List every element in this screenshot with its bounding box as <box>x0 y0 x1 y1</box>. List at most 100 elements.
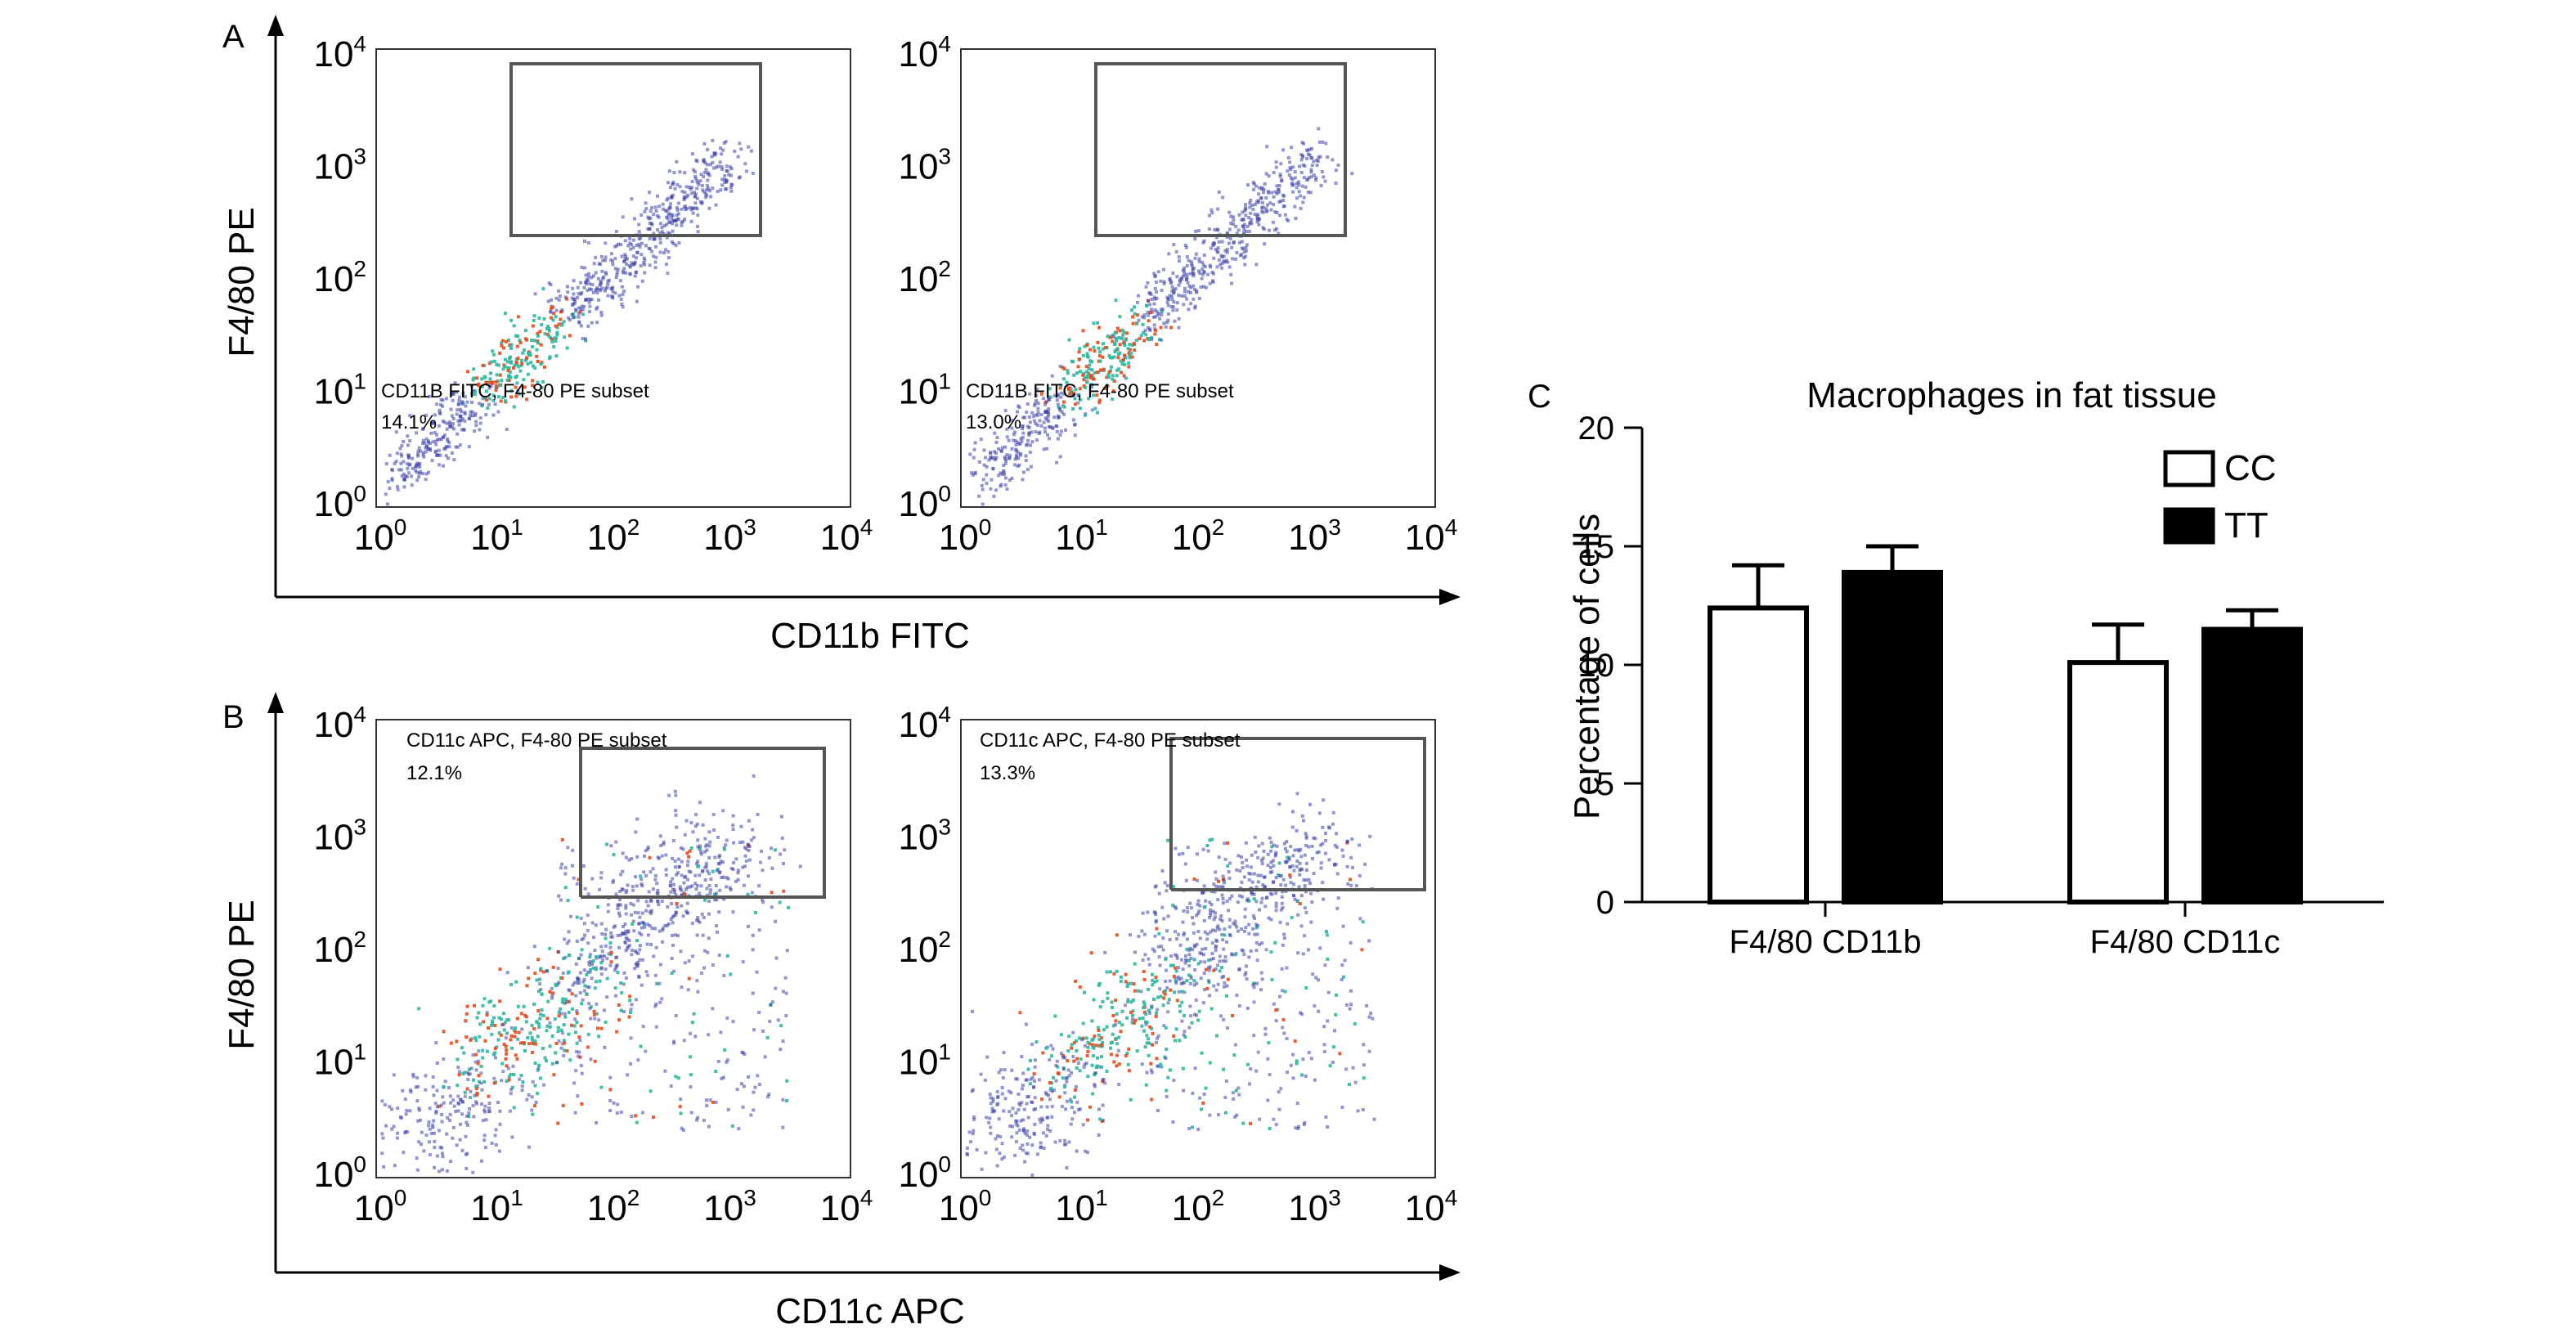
event-dot <box>1164 989 1168 993</box>
event-dot <box>1062 412 1066 416</box>
event-dot <box>1112 379 1116 383</box>
event-dot <box>514 361 518 365</box>
event-dot <box>1200 272 1205 276</box>
event-dot <box>563 1048 567 1053</box>
event-dot <box>1151 983 1155 987</box>
event-dot <box>560 323 564 327</box>
event-dot <box>729 867 734 870</box>
event-dot <box>747 845 752 848</box>
event-dot <box>577 1035 581 1039</box>
event-dot <box>1152 302 1156 306</box>
event-dot <box>1090 368 1094 372</box>
event-dot <box>518 341 523 345</box>
event-dot <box>553 336 557 340</box>
event-dot <box>1250 204 1254 207</box>
event-dot <box>1292 882 1296 886</box>
event-dot <box>648 221 652 225</box>
event-dot <box>494 1128 498 1132</box>
event-dot <box>548 355 552 359</box>
event-dot <box>485 1011 489 1015</box>
event-dot <box>416 1119 420 1123</box>
event-dot <box>1144 1083 1148 1087</box>
event-dot <box>1220 240 1224 244</box>
event-dot <box>1178 1004 1182 1008</box>
x-tick-label: 104 <box>820 514 873 558</box>
event-dot <box>1288 160 1292 164</box>
event-dot <box>1259 873 1263 877</box>
event-dot <box>1133 950 1137 954</box>
event-dot <box>747 819 751 823</box>
event-dot <box>1203 960 1207 964</box>
event-dot <box>1304 985 1308 990</box>
event-dot <box>566 899 570 902</box>
event-dot <box>490 1019 494 1023</box>
event-dot <box>1237 894 1241 898</box>
event-dot <box>583 266 587 270</box>
event-dot <box>1252 1000 1256 1004</box>
event-dot <box>462 428 466 432</box>
event-dot <box>1187 307 1191 312</box>
event-dot <box>505 1048 509 1053</box>
event-dot <box>613 291 617 295</box>
event-dot <box>1046 1124 1050 1128</box>
event-dot <box>779 852 783 856</box>
event-dot <box>1349 883 1353 887</box>
event-dot <box>743 162 747 166</box>
event-dot <box>1165 300 1169 304</box>
event-dot <box>778 900 782 904</box>
event-dot <box>1148 328 1152 332</box>
event-dot <box>1033 403 1037 407</box>
event-dot <box>1300 1073 1304 1077</box>
event-dot <box>648 191 652 195</box>
event-dot <box>446 437 450 441</box>
event-dot <box>720 177 724 182</box>
event-dot <box>599 922 604 926</box>
event-dot <box>1260 859 1263 862</box>
event-dot <box>633 217 636 221</box>
event-dot <box>1145 1041 1149 1045</box>
event-dot <box>1131 321 1135 325</box>
event-dot <box>977 460 981 464</box>
event-dot <box>1155 927 1159 931</box>
event-dot <box>1078 985 1082 989</box>
event-dot <box>1295 828 1299 833</box>
event-dot <box>1254 1069 1259 1073</box>
event-dot <box>580 937 584 941</box>
event-dot <box>563 866 568 870</box>
event-dot <box>1301 155 1304 159</box>
event-dot <box>644 970 648 974</box>
event-dot <box>1052 415 1057 420</box>
event-dot <box>1241 895 1244 899</box>
event-dot <box>1129 1000 1133 1004</box>
event-dot <box>472 1078 475 1082</box>
event-dot <box>571 864 574 868</box>
event-dot <box>1310 146 1313 150</box>
event-dot <box>676 857 680 861</box>
event-dot <box>1212 882 1216 886</box>
event-dot <box>590 976 594 981</box>
event-dot <box>424 413 429 417</box>
event-dot <box>1097 346 1101 350</box>
event-dot <box>1047 412 1051 416</box>
event-dot <box>1185 276 1189 280</box>
event-dot <box>999 471 1003 475</box>
event-dot <box>455 1143 459 1147</box>
event-dot <box>531 384 535 388</box>
event-dot <box>622 267 626 271</box>
y-tick-label: 0 <box>1596 885 1614 921</box>
event-dot <box>1281 148 1286 152</box>
event-dot <box>685 851 689 855</box>
event-dot <box>557 1014 561 1018</box>
event-dot <box>1009 1091 1013 1095</box>
event-dot <box>608 1088 613 1092</box>
event-dot <box>611 880 615 884</box>
event-dot <box>490 1142 494 1145</box>
event-dot <box>1058 365 1062 368</box>
event-dot <box>1252 897 1256 901</box>
event-dot <box>1181 967 1185 972</box>
event-dot <box>1340 848 1344 852</box>
event-dot <box>689 219 693 223</box>
event-dot <box>644 849 648 853</box>
event-dot <box>1302 176 1306 180</box>
event-dot <box>1335 846 1339 849</box>
